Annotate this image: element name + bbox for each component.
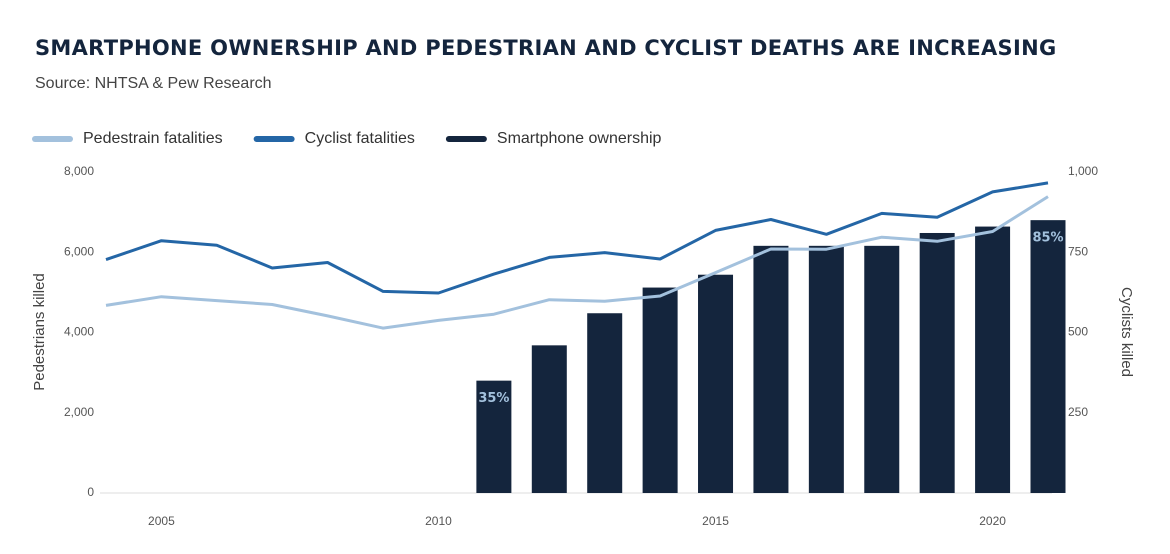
y-tick-label: 6,000 xyxy=(64,244,94,258)
y2-tick-label: 500 xyxy=(1068,325,1088,339)
y-axis-title: Pedestrians killed xyxy=(31,273,48,391)
x-tick-label: 2015 xyxy=(702,514,729,528)
legend-label: Cyclist fatalities xyxy=(305,130,415,147)
x-tick-label: 2005 xyxy=(148,514,175,528)
bar xyxy=(642,287,678,493)
y2-tick-label: 1,000 xyxy=(1068,164,1098,178)
x-tick-label: 2020 xyxy=(979,514,1006,528)
bar xyxy=(919,232,955,494)
legend-label: Pedestrain fatalities xyxy=(83,130,223,147)
x-tick-label: 2010 xyxy=(425,514,452,528)
line-y2 xyxy=(105,181,1049,295)
y2-tick-label: 250 xyxy=(1068,405,1088,419)
y-tick-label: 8,000 xyxy=(64,164,94,178)
y-tick-label: 2,000 xyxy=(64,405,94,419)
chart-title: SMARTPHONE OWNERSHIP AND PEDESTRIAN AND … xyxy=(35,36,1057,60)
bar xyxy=(1030,220,1066,493)
y2-axis-title: Cyclists killed xyxy=(1118,287,1135,377)
bar xyxy=(698,274,734,493)
bar xyxy=(753,245,789,493)
bar xyxy=(476,380,512,493)
bar xyxy=(531,345,567,493)
bar xyxy=(587,313,623,493)
y-tick-label: 4,000 xyxy=(64,325,94,339)
y2-tick-label: 750 xyxy=(1068,244,1088,258)
bar xyxy=(808,245,844,493)
line-y xyxy=(105,195,1049,330)
legend-label: Smartphone ownership xyxy=(497,130,662,147)
chart-subtitle: Source: NHTSA & Pew Research xyxy=(35,75,272,92)
bar-value-label: 35% xyxy=(478,391,509,406)
bar-value-label: 85% xyxy=(1032,231,1063,246)
bar xyxy=(864,245,900,493)
bar xyxy=(975,226,1011,493)
y-tick-label: 0 xyxy=(87,485,94,499)
